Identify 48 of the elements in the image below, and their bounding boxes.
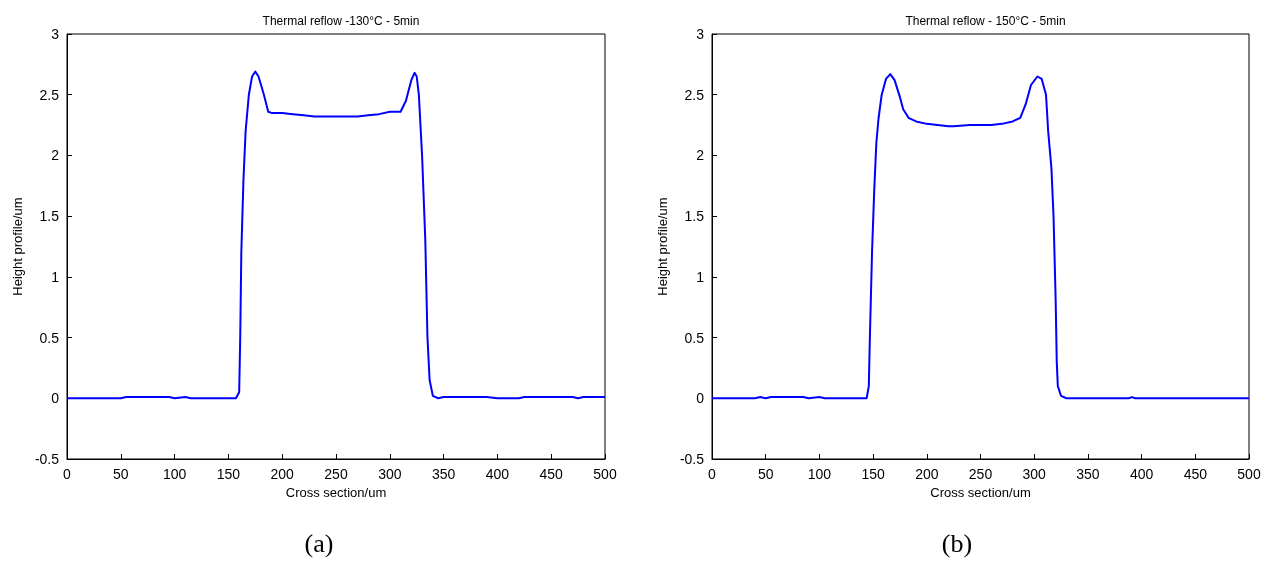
y-tick-label: 2 [51,147,60,164]
x-tick-label: 300 [1022,466,1047,482]
x-tick-label: 350 [1076,466,1100,482]
chart-title: Thermal reflow -130°C - 5min [262,14,420,28]
x-tick-label: 350 [431,466,456,482]
y-tick-label: 1 [696,268,705,285]
y-tick-label: 0 [51,390,60,407]
x-tick-label: 500 [593,466,617,482]
x-axis-title: Cross section/um [930,484,1031,500]
x-tick-label: 250 [968,466,993,482]
x-tick-label: 300 [378,466,402,482]
x-tick-label: 100 [162,466,187,482]
y-tick-label: -0.5 [679,451,705,467]
y-axis-title: Height profile/um [9,197,25,296]
y-tick-label: 0 [696,390,705,407]
y-tick-label: 0.5 [684,329,705,346]
chart-title: Thermal reflow - 150°C - 5min [905,14,1066,28]
x-tick-label: 150 [216,466,241,482]
y-tick-label: 1.5 [39,208,60,225]
y-tick-label: 1.5 [684,208,705,225]
x-tick-label: 50 [113,466,129,482]
y-tick-label: 3 [696,26,705,42]
x-axis-title: Cross section/um [285,484,387,500]
x-tick-label: 450 [539,466,564,482]
y-tick-label: 2.5 [684,86,705,103]
y-tick-label: 1 [51,268,60,285]
x-tick-label: 200 [915,466,939,482]
line-series [711,73,1250,400]
text: (b) [941,528,973,558]
y-tick-label: 3 [51,26,60,42]
x-tick-label: 400 [1129,466,1154,482]
x-tick-label: 150 [861,466,885,482]
x-tick-label: 200 [270,466,295,482]
x-tick-label: 400 [485,466,510,482]
x-tick-label: 50 [757,466,774,482]
y-tick-label: 0.5 [39,329,60,346]
x-tick-label: 500 [1237,466,1261,482]
x-tick-label: 0 [708,466,717,482]
line-series [66,70,606,400]
x-tick-label: 250 [324,466,348,482]
y-axis-title: Height profile/um [654,197,670,296]
text: (a) [304,528,334,558]
x-tick-label: 450 [1183,466,1208,482]
y-tick-label: -0.5 [34,451,60,467]
x-tick-label: 0 [63,466,72,482]
y-tick-label: 2 [696,147,705,164]
y-tick-label: 2.5 [39,86,60,103]
x-tick-label: 100 [807,466,832,482]
